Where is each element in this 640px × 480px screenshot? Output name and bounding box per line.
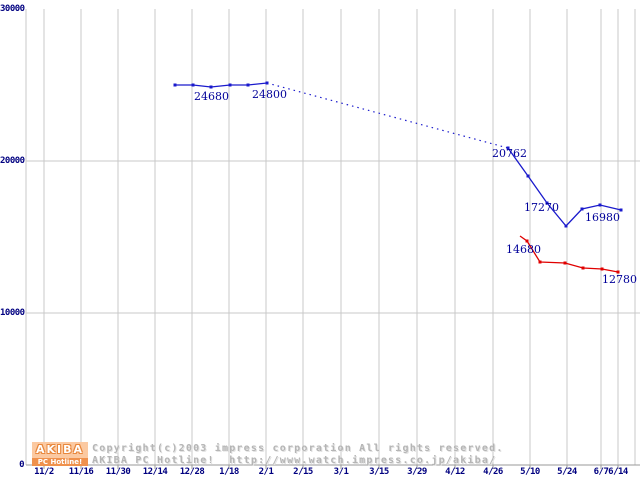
data-point-marker	[538, 260, 542, 264]
data-point-marker	[598, 203, 602, 207]
x-tick-label: 6/14	[608, 467, 628, 477]
data-point-marker	[581, 266, 585, 270]
price-label: 12780	[602, 273, 637, 286]
logo-pc-hotline-text: PC Hotline!	[32, 458, 88, 466]
x-tick-label: 12/28	[179, 467, 205, 477]
data-point-marker	[525, 239, 529, 243]
x-tick-label: 11/16	[68, 467, 94, 477]
data-point-marker	[580, 207, 584, 211]
x-tick-label: 3/29	[407, 467, 427, 477]
data-point-marker	[191, 83, 195, 87]
data-point-marker	[619, 208, 623, 212]
x-tick-label: 11/2	[34, 467, 54, 477]
data-point-marker	[228, 83, 232, 87]
price-label: 24680	[194, 90, 229, 103]
x-tick-label: 3/15	[369, 467, 389, 477]
data-point-marker	[526, 174, 530, 178]
price-label: 17270	[524, 201, 559, 214]
y-tick-label: 10000	[0, 308, 25, 318]
data-point-marker	[209, 85, 213, 89]
x-tick-label: 4/12	[445, 467, 465, 477]
y-tick-label: 0	[19, 460, 24, 470]
x-tick-label: 6/7	[593, 467, 609, 477]
data-point-marker	[506, 146, 510, 150]
data-point-marker	[246, 83, 250, 87]
site-url-line: AKIBA PC Hotline! http://www.watch.impre…	[92, 455, 497, 466]
x-tick-label: 5/10	[520, 467, 540, 477]
x-tick-label: 3/1	[333, 467, 349, 477]
price-label: 14680	[506, 243, 541, 256]
akiba-pc-hotline-logo: AKIBA PC Hotline!	[32, 442, 88, 466]
price-label: 24800	[252, 88, 287, 101]
data-point-marker	[600, 267, 604, 271]
x-tick-label: 2/15	[293, 467, 313, 477]
price-label: 20762	[492, 147, 527, 160]
x-tick-label: 2/1	[258, 467, 274, 477]
data-point-marker	[564, 224, 568, 228]
logo-akiba-text: AKIBA	[32, 442, 88, 458]
data-point-marker	[616, 270, 620, 274]
data-point-marker	[265, 81, 269, 85]
price-series-blue-line	[175, 82, 268, 88]
x-tick-label: 4/26	[483, 467, 503, 477]
y-tick-label: 30000	[0, 4, 25, 14]
price-label: 16980	[585, 211, 620, 224]
copyright-line-1: Copyright(c)2003 impress corporation All…	[92, 443, 504, 454]
data-point-marker	[545, 201, 549, 205]
x-tick-label: 11/30	[105, 467, 131, 477]
x-tick-label: 12/14	[142, 467, 168, 477]
data-point-marker	[173, 83, 177, 87]
x-tick-label: 5/24	[557, 467, 577, 477]
y-tick-label: 20000	[0, 156, 25, 166]
x-tick-label: 1/18	[219, 467, 239, 477]
data-point-marker	[563, 261, 567, 265]
